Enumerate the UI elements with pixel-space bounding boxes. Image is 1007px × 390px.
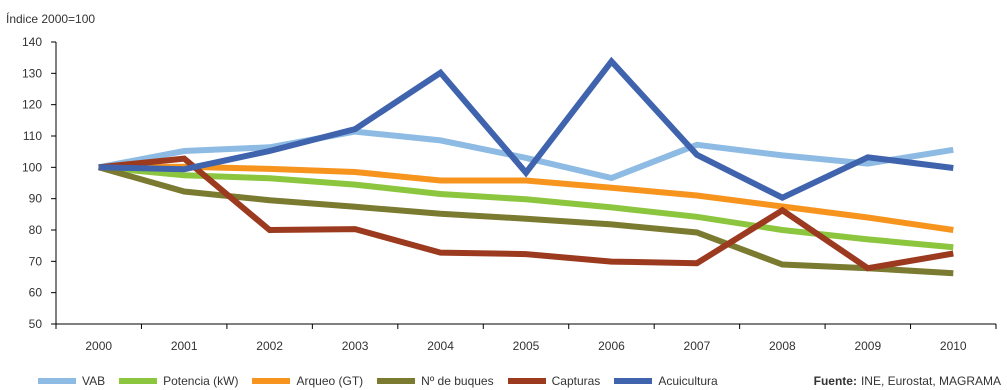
x-axis: 2000 2001 2002 2003 2004 2005 2006 2007 2008 2009… [55, 323, 997, 353]
legend-item-n-de-buques: Nº de buques [377, 374, 494, 388]
legend: VAB Potencia (kW) Arqueo (GT) Nº de buques C… [38, 372, 732, 390]
x-tick-label: 2000 [85, 339, 112, 353]
legend-item-arqueo-gt: Arqueo (GT) [252, 374, 363, 388]
series-line-vab [98, 128, 954, 182]
series-line-acuicultura [98, 56, 954, 202]
y-tick-label: 60 [29, 286, 43, 300]
series-line-n-de-buques [97, 164, 954, 277]
y-tick-label: 110 [23, 129, 42, 143]
x-tick-label: 2003 [342, 339, 369, 353]
legend-label: VAB [82, 374, 106, 388]
legend-item-acuicultura: Acuicultura [614, 374, 718, 388]
legend-swatch [119, 378, 158, 384]
series-line-capturas [98, 155, 954, 272]
y-tick-label: 140 [22, 35, 42, 49]
y-tick-label: 80 [29, 223, 43, 237]
y-tick-label: 100 [22, 160, 42, 174]
x-tick-label: 2005 [513, 339, 540, 353]
source-note: Fuente: INE, Eurostat, MAGRAMA [814, 372, 1001, 390]
line-chart: Índice 2000=100 50 60 70 80 90 100 110 120 130 14… [6, 11, 997, 353]
legend-item-capturas: Capturas [507, 374, 601, 388]
legend-item-vab: VAB [38, 374, 105, 388]
legend-label: Arqueo (GT) [296, 374, 364, 388]
legend-label: Nº de buques [421, 374, 494, 388]
x-tick-label: 2008 [769, 339, 796, 353]
y-tick-label: 50 [29, 317, 43, 331]
legend-swatch [38, 378, 76, 384]
y-axis-title: Índice 2000=100 [6, 11, 95, 26]
source-text: INE, Eurostat, MAGRAMA [860, 374, 1001, 388]
legend-swatch [252, 378, 291, 384]
y-axis: 50 60 70 80 90 100 110 120 130 140 [22, 35, 57, 331]
x-tick-label: 2001 [171, 339, 198, 353]
x-tick-label: 2002 [256, 339, 283, 353]
source-label: Fuente: [813, 374, 857, 388]
x-tick-label: 2007 [684, 339, 711, 353]
legend-swatch [377, 378, 416, 384]
y-tick-label: 130 [22, 66, 42, 80]
y-tick-label: 120 [22, 98, 42, 112]
series-group [97, 56, 954, 277]
x-tick-label: 2004 [427, 339, 454, 353]
legend-swatch [614, 378, 653, 384]
x-tick-label: 2009 [854, 339, 881, 353]
y-tick-label: 90 [29, 192, 43, 206]
x-tick-label: 2006 [598, 339, 625, 353]
series-line-arqueo-gt [98, 163, 954, 233]
legend-item-potencia-kw: Potencia (kW) [119, 374, 238, 388]
legend-label: Capturas [551, 374, 601, 388]
legend-label: Acuicultura [658, 374, 718, 388]
y-tick-label: 70 [29, 254, 43, 268]
x-tick-label: 2010 [940, 339, 967, 353]
legend-swatch [507, 378, 546, 384]
legend-label: Potencia (kW) [163, 374, 239, 388]
